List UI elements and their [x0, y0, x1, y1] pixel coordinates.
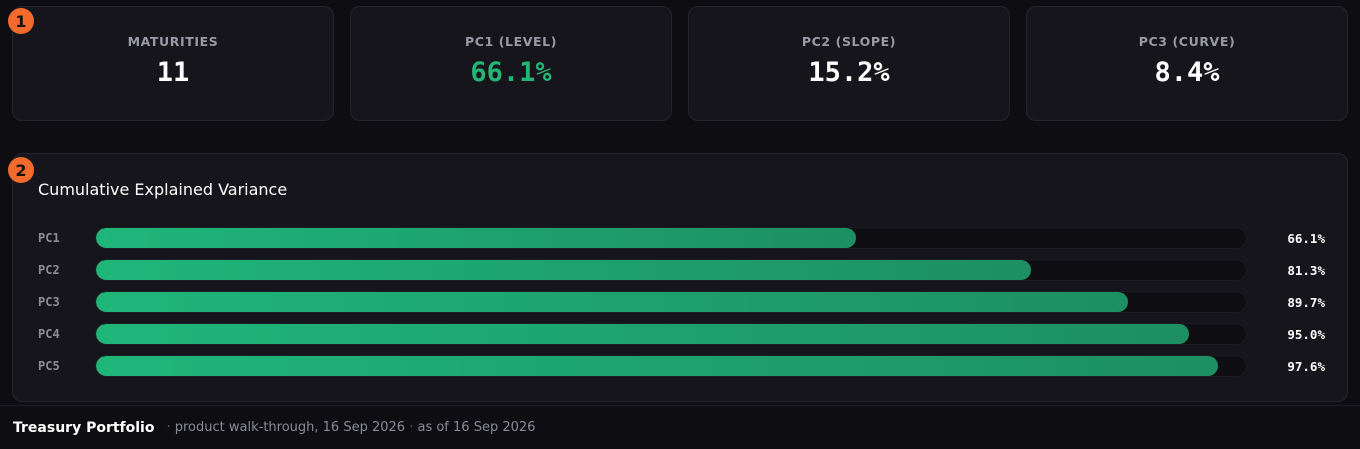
- bar-track: [95, 355, 1247, 377]
- bar-value: 66.1%: [1287, 231, 1325, 246]
- footer-walkthrough: product walk-through, 16 Sep 2026: [174, 420, 406, 435]
- stat-cards-row: MATURITIES 11 PC1 (LEVEL) 66.1% PC2 (SLO…: [12, 6, 1348, 121]
- variance-bar-row: PC4 95.0%: [13, 323, 1349, 347]
- variance-bar-row: PC5 97.6%: [13, 355, 1349, 379]
- bar-track: [95, 291, 1247, 313]
- stat-label: PC3 (CURVE): [1138, 34, 1236, 49]
- bar-track: [95, 227, 1247, 249]
- bar-value: 89.7%: [1287, 295, 1325, 310]
- bar-value: 95.0%: [1287, 327, 1325, 342]
- footer-separator: ·: [409, 420, 414, 435]
- bar-fill: [96, 292, 1128, 312]
- stat-label: MATURITIES: [127, 34, 219, 49]
- bar-value: 81.3%: [1287, 263, 1325, 278]
- bar-label: PC4: [38, 327, 60, 341]
- footer-brand: Treasury Portfolio: [13, 419, 155, 436]
- bar-value: 97.6%: [1287, 359, 1325, 374]
- variance-bar-row: PC3 89.7%: [13, 291, 1349, 315]
- bar-label: PC1: [38, 231, 60, 245]
- panel-title: Cumulative Explained Variance: [38, 180, 288, 199]
- callout-badge-2: 2: [8, 157, 34, 183]
- stat-card-pc1: PC1 (LEVEL) 66.1%: [350, 6, 672, 121]
- bar-fill: [96, 356, 1219, 376]
- footer-meta: · product walk-through, 16 Sep 2026 · as…: [166, 420, 535, 435]
- stat-label: PC2 (SLOPE): [801, 34, 897, 49]
- variance-bar-row: PC1 66.1%: [13, 227, 1349, 251]
- footer-separator: ·: [166, 420, 171, 435]
- stat-value: 66.1%: [470, 57, 552, 88]
- cumulative-variance-panel: Cumulative Explained Variance PC1 66.1% …: [12, 153, 1348, 402]
- footer-asof: as of 16 Sep 2026: [417, 420, 536, 435]
- stat-value: 15.2%: [808, 57, 890, 88]
- callout-badge-1: 1: [8, 8, 34, 34]
- stat-card-pc2: PC2 (SLOPE) 15.2%: [688, 6, 1010, 121]
- bar-track: [95, 323, 1247, 345]
- footer-bar: Treasury Portfolio · product walk-throug…: [0, 405, 1360, 449]
- stat-card-pc3: PC3 (CURVE) 8.4%: [1026, 6, 1348, 121]
- stat-value: 11: [156, 57, 190, 88]
- bar-label: PC2: [38, 263, 60, 277]
- stat-value: 8.4%: [1154, 57, 1220, 88]
- stat-card-maturities: MATURITIES 11: [12, 6, 334, 121]
- bar-fill: [96, 324, 1189, 344]
- bar-label: PC5: [38, 359, 60, 373]
- bar-track: [95, 259, 1247, 281]
- variance-bar-row: PC2 81.3%: [13, 259, 1349, 283]
- bar-fill: [96, 228, 857, 248]
- bar-fill: [96, 260, 1031, 280]
- bar-label: PC3: [38, 295, 60, 309]
- stat-label: PC1 (LEVEL): [464, 34, 558, 49]
